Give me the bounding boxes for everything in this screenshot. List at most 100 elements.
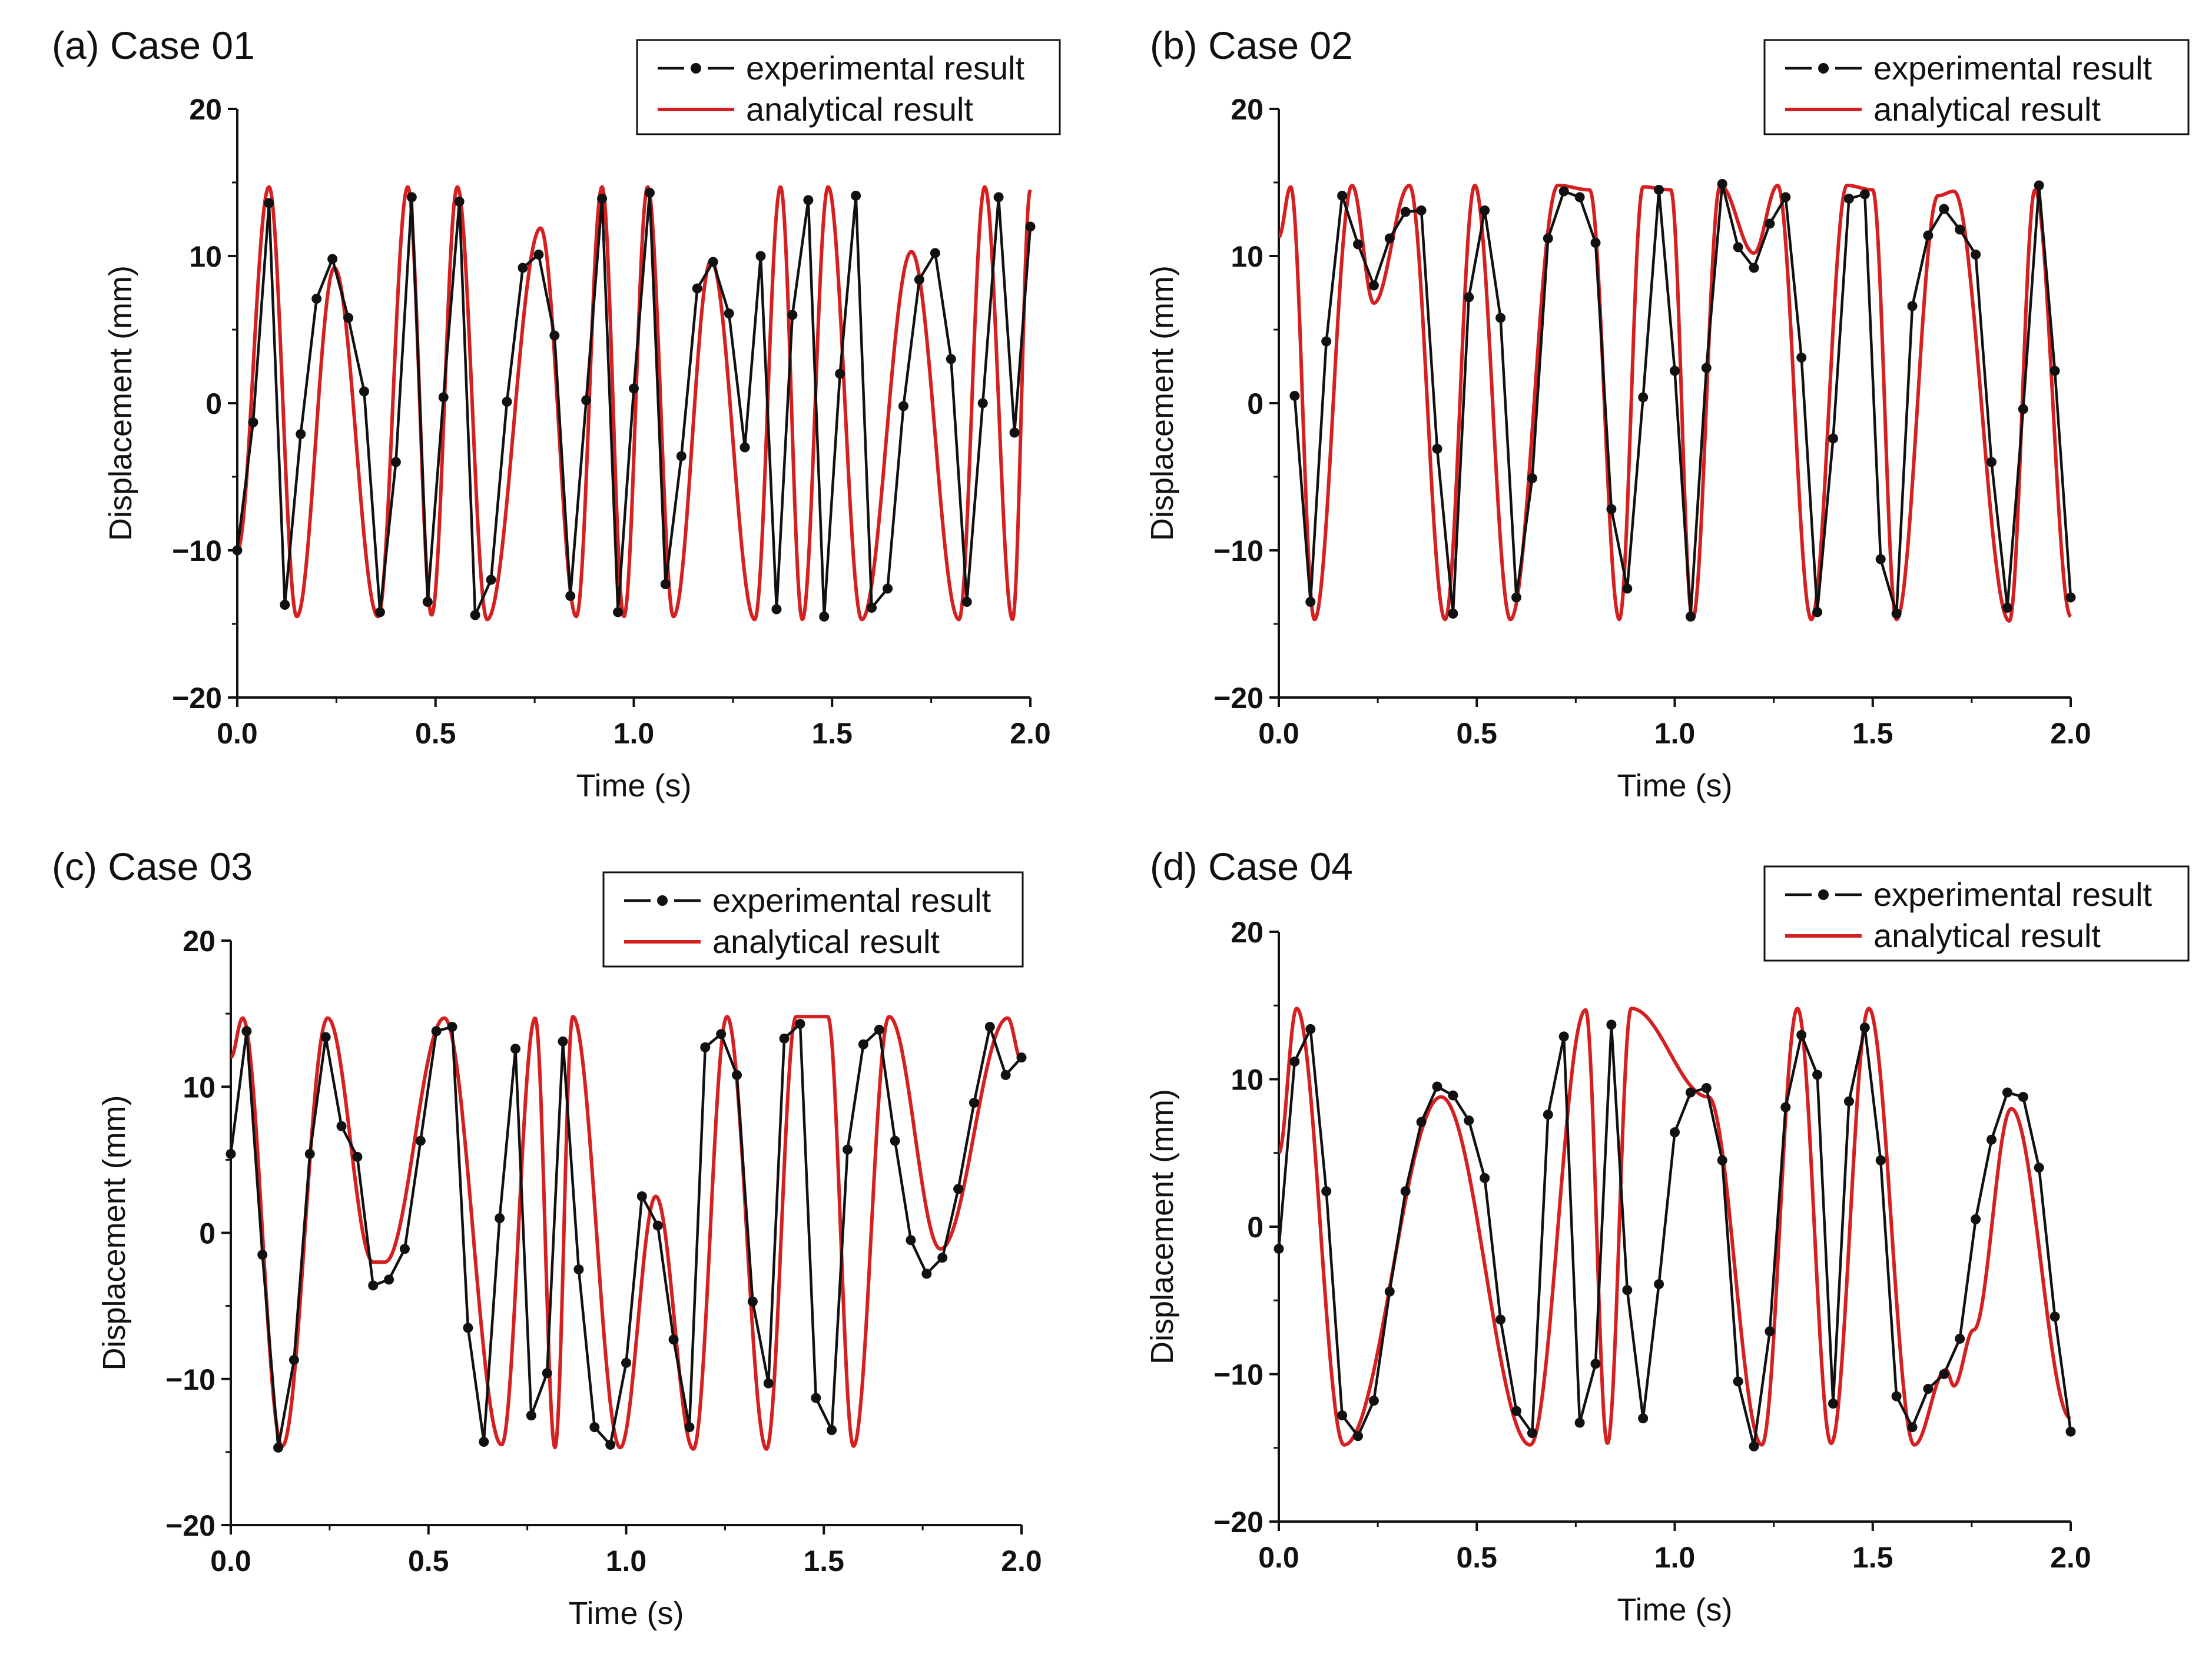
panel-title: (a) Case 01 — [52, 24, 255, 67]
series-line-analytical — [231, 1015, 1023, 1451]
x-tick-label: 2.0 — [1010, 717, 1051, 750]
data-point — [1717, 179, 1727, 189]
data-point — [1400, 1186, 1411, 1197]
series-line-analytical — [237, 185, 1032, 622]
data-point — [573, 1264, 584, 1275]
data-point — [368, 1280, 379, 1291]
data-point — [1009, 427, 1020, 438]
data-point — [724, 308, 734, 318]
data-point — [835, 368, 845, 379]
data-point — [1432, 1081, 1442, 1092]
data-point — [415, 1135, 426, 1146]
data-point — [1558, 1031, 1569, 1042]
legend-label-experimental: experimental result — [712, 882, 991, 919]
data-point — [2018, 1092, 2028, 1102]
x-tick-label: 2.0 — [2050, 1541, 2091, 1574]
data-point — [1670, 1127, 1680, 1138]
data-point — [1843, 194, 1854, 204]
data-point — [795, 1019, 805, 1029]
data-point — [1875, 554, 1886, 564]
data-point — [898, 401, 908, 411]
data-point — [399, 1244, 410, 1254]
legend-label-analytical: analytical result — [746, 91, 973, 128]
data-point — [993, 192, 1004, 202]
data-point — [969, 1098, 979, 1108]
series-line-experimental — [231, 1022, 1023, 1449]
y-axis-label: Displacement (mm) — [103, 265, 138, 541]
data-point — [1368, 1396, 1379, 1406]
y-tick-label: −10 — [1213, 1359, 1263, 1391]
data-point — [1638, 1413, 1649, 1424]
legend: experimental result analytical result — [1763, 39, 2190, 135]
data-point — [1765, 1326, 1775, 1337]
data-point — [406, 192, 417, 202]
data-point — [1464, 292, 1474, 303]
y-tick-label: 0 — [199, 1217, 215, 1250]
data-point — [716, 1029, 727, 1039]
data-point — [1495, 313, 1506, 323]
data-point — [1527, 473, 1537, 483]
data-point — [558, 1036, 568, 1047]
legend-marker-experimental — [1818, 889, 1829, 900]
data-point — [636, 1191, 647, 1201]
data-point — [1543, 233, 1553, 244]
x-tick-label: 1.5 — [1852, 1541, 1893, 1574]
data-point — [1638, 392, 1649, 403]
data-point — [1622, 583, 1633, 594]
data-point — [747, 1296, 758, 1307]
data-point — [1511, 1406, 1521, 1416]
data-point — [454, 197, 465, 207]
series-line-analytical — [1279, 184, 2072, 623]
data-point — [486, 574, 496, 585]
x-axis-label: Time (s) — [1617, 1592, 1733, 1628]
data-point — [1289, 391, 1300, 401]
legend-marker-experimental — [657, 895, 668, 906]
data-point — [2002, 1087, 2012, 1098]
y-axis-label: Displacement (mm) — [1145, 1089, 1180, 1364]
data-point — [1907, 1422, 1918, 1433]
data-point — [1780, 1102, 1791, 1112]
x-tick-label: 0.0 — [217, 717, 258, 750]
data-point — [1321, 336, 1332, 347]
y-tick-label: 0 — [1247, 1211, 1263, 1244]
data-point — [288, 1354, 299, 1365]
data-point — [1733, 242, 1743, 253]
data-point — [1590, 238, 1601, 248]
y-tick-label: −20 — [1213, 1506, 1263, 1539]
data-point — [1527, 1428, 1537, 1439]
data-point — [961, 597, 972, 607]
panel-title: (b) Case 02 — [1150, 24, 1353, 67]
data-point — [463, 1323, 473, 1333]
legend-marker-experimental — [691, 63, 701, 74]
data-point — [1511, 592, 1521, 603]
data-point — [629, 383, 639, 394]
y-tick-label: −10 — [172, 534, 222, 567]
data-point — [518, 263, 528, 273]
data-point — [1749, 263, 1759, 273]
data-point — [526, 1410, 536, 1421]
data-point — [2050, 366, 2060, 376]
data-point — [390, 457, 401, 467]
legend: experimental result analytical result — [636, 39, 1061, 135]
data-point — [273, 1442, 284, 1453]
data-point — [1812, 607, 1823, 617]
data-point — [495, 1213, 505, 1224]
x-tick-label: 0.5 — [415, 717, 456, 750]
data-point — [257, 1250, 268, 1260]
data-point — [1923, 230, 1934, 241]
data-point — [621, 1357, 631, 1368]
data-point — [1907, 301, 1918, 311]
legend-marker-experimental — [1818, 63, 1829, 74]
data-point — [327, 254, 338, 264]
y-axis-label: Displacement (mm) — [97, 1095, 132, 1370]
data-point — [914, 274, 924, 285]
data-point — [1432, 444, 1442, 454]
x-tick-label: 0.5 — [408, 1545, 449, 1577]
data-point — [1337, 191, 1348, 201]
y-tick-label: −20 — [172, 682, 222, 715]
data-point — [589, 1422, 600, 1433]
data-point — [1016, 1052, 1027, 1063]
y-tick-label: 10 — [1231, 1064, 1263, 1097]
data-point — [549, 330, 560, 341]
x-tick-label: 0.5 — [1456, 717, 1497, 750]
